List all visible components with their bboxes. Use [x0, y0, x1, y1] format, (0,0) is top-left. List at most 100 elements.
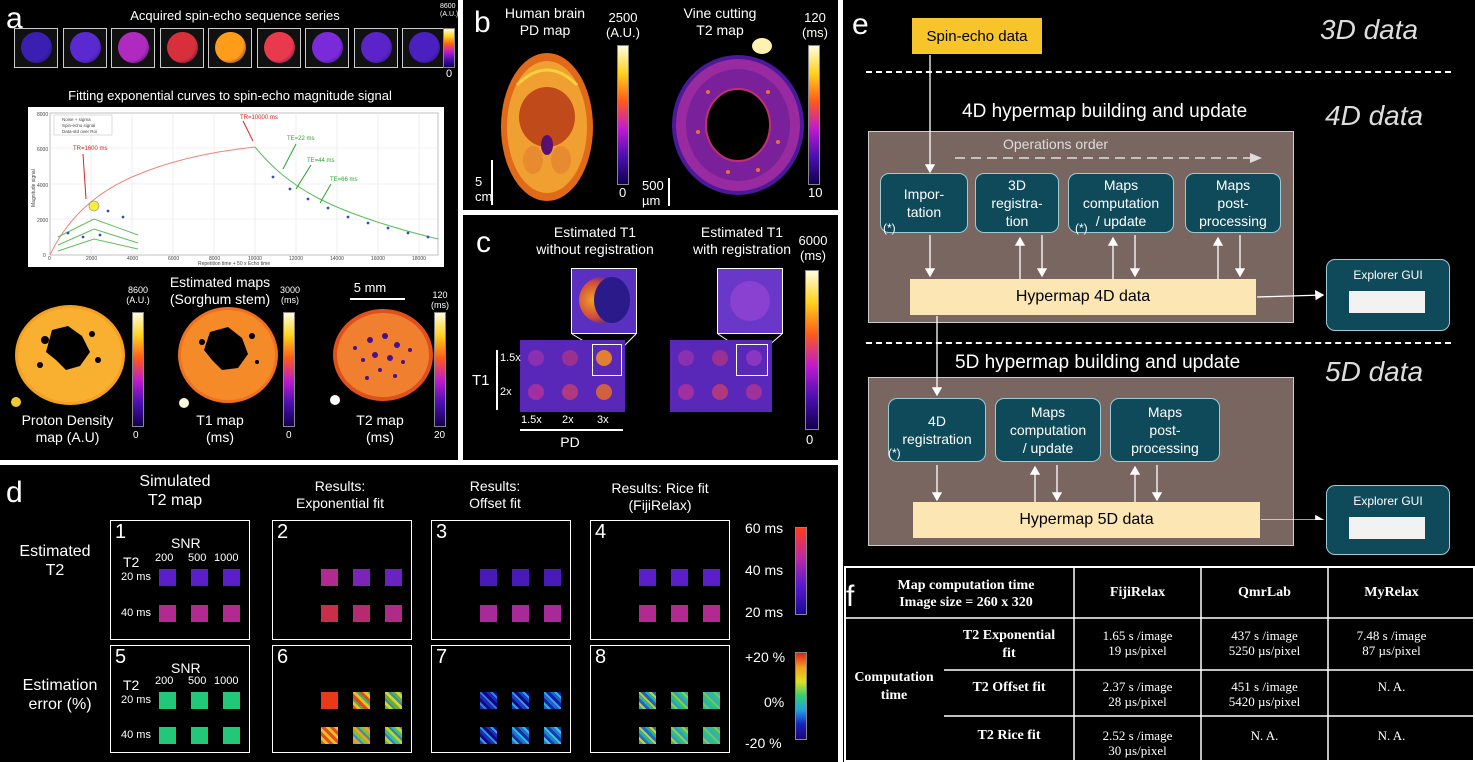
c-right-zoom	[717, 268, 783, 334]
f-table-grid	[844, 566, 1475, 762]
c-pd-tick-0: 1.5x	[521, 414, 542, 426]
c-cbar-top: 6000 (ms)	[798, 233, 828, 263]
e-4d-data: 4D data	[1325, 100, 1424, 131]
d-snr-5-0: 200	[155, 675, 174, 687]
fit-xtick-1: 2000	[86, 256, 97, 262]
e-box-maps-computation-5d: Maps computation / update	[995, 398, 1101, 462]
d-t2-5-0: 20 ms	[121, 694, 151, 706]
c-pd-tick-1: 2x	[562, 414, 574, 426]
pd-cbar-bottom: 0	[133, 430, 139, 441]
t1-map-colorbar	[283, 312, 295, 427]
d-cbar2-2: -20 %	[745, 735, 782, 751]
d-box-number-6: 6	[277, 646, 289, 668]
scale-bar-5mm	[350, 298, 405, 300]
d-box-7: 7	[431, 645, 571, 753]
d-box-number-5: 5	[115, 646, 127, 668]
vine-colorbar	[808, 45, 820, 185]
d-cbar1-1: 40 ms	[745, 562, 784, 578]
e-arrows	[924, 55, 1325, 520]
c-left-zoom	[571, 268, 637, 334]
vine-cbar-bottom: 10	[808, 185, 823, 200]
d-snr-5-2: 1000	[214, 675, 239, 687]
t1-map	[178, 307, 278, 408]
fit-xtick-9: 18000	[412, 256, 426, 262]
d-cbar1-0: 60 ms	[745, 520, 784, 536]
estimated-maps-title: Estimated maps (Sorghum stem)	[169, 274, 271, 307]
d-box-number-1: 1	[115, 521, 127, 543]
d-col-title-3: Results: Rice fit (FijiRelax)	[611, 480, 709, 513]
c-t1-axis: T1	[472, 372, 490, 389]
d-box-number-3: 3	[436, 521, 448, 543]
vine-cbar-top: 120 (ms)	[802, 10, 828, 40]
e-star-4d-registration: (*)	[888, 446, 901, 460]
f-header: Map computation time Image size = 260 x …	[897, 578, 1035, 610]
f-group-label: Computation time	[854, 670, 934, 703]
f-row-2-val-0: 2.52 s /image 30 µs/pixel	[1102, 728, 1173, 758]
spin-echo-thumb-8	[353, 28, 398, 68]
fit-ytick-1: 6000	[37, 147, 48, 153]
e-hypermap-5d: Hypermap 5D data	[913, 502, 1260, 538]
c-left-title: Estimated T1 without registration	[536, 224, 654, 257]
fit-ylabel: Magnitude signal	[31, 169, 37, 207]
d-cbar2-1: 0%	[764, 694, 785, 710]
fit-ytick-2: 4000	[37, 183, 48, 189]
d-col-title-0: Simulated T2 map	[139, 473, 211, 509]
f-row-0-val-2: 7.48 s /image 87 µs/pixel	[1356, 628, 1427, 658]
panel-a-series-cbar-top: 8600 (A.U.)	[440, 3, 459, 18]
spin-echo-box: Spin-echo data	[912, 18, 1042, 54]
t2-map-label: T2 map (ms)	[356, 412, 404, 445]
fit-ytick-0: 8000	[37, 112, 48, 118]
c-colorbar	[805, 270, 819, 430]
d-snr-label-5: SNR	[171, 660, 201, 676]
separator-b-c	[463, 210, 838, 215]
f-row-0-val-0: 1.65 s /image 19 µs/pixel	[1102, 628, 1173, 658]
fit-legend-2: Data-std over Roi	[62, 129, 97, 134]
d-box-1: 1 SNR 200 500 1000 T2 20 ms 40 ms	[110, 520, 250, 640]
t1-map-label: T1 map (ms)	[196, 412, 244, 445]
fit-title: Fitting exponential curves to spin-echo …	[68, 88, 392, 103]
spin-echo-thumb-9	[402, 28, 446, 68]
d-t2-label-1: T2	[123, 554, 140, 570]
d-colorbar-t2	[795, 527, 807, 615]
brain-cbar-bottom: 0	[619, 185, 627, 200]
vine-scale-bar	[668, 178, 670, 206]
panel-a-title: Acquired spin-echo sequence series	[130, 8, 340, 23]
d-snr-5-1: 500	[188, 675, 207, 687]
fit-xtick-3: 6000	[168, 256, 179, 262]
fit-ytick-4: 0	[43, 253, 46, 259]
f-row-1-val-2: N. A.	[1377, 679, 1406, 694]
brain-scale-label: 5 cm	[475, 174, 493, 204]
e-box-maps-computation-4d: Maps computation / update	[1068, 173, 1174, 233]
d-box-8: 8	[590, 645, 730, 753]
pd-map	[11, 305, 125, 407]
f-row-2-val-1: N. A.	[1250, 728, 1279, 743]
f-row-1-label: T2 Offset fit	[972, 680, 1046, 695]
f-table	[844, 566, 1475, 762]
brain-colorbar	[617, 45, 629, 185]
d-box-5: 5 SNR 200 500 1000 T2 20 ms 40 ms	[110, 645, 250, 753]
t1-cbar-top: 3000 (ms)	[279, 285, 301, 305]
scale-5mm: 5 mm	[353, 280, 387, 295]
c-right-title: Estimated T1 with registration	[692, 224, 792, 257]
fit-legend-0: Noise + sigma	[62, 117, 91, 122]
t2-map	[330, 309, 433, 405]
e-star-maps-4d: (*)	[1075, 221, 1088, 235]
c-pd-axis: PD	[560, 434, 580, 450]
f-col-0: FijiRelax	[1109, 585, 1166, 600]
e-dash-2	[866, 342, 1451, 344]
d-t2-label-5: T2	[123, 677, 140, 693]
d-snr-label-1: SNR	[171, 535, 201, 551]
panel-letter-b: b	[474, 6, 491, 39]
fit-annot-tr1600: TR=1600 ms	[73, 146, 108, 152]
e-box-importation: Impor- tation	[880, 173, 968, 233]
t2-map-colorbar	[434, 312, 446, 427]
fit-chart: Noise + sigma Spin-echo signal Data-std …	[28, 107, 444, 267]
f-row-0-label: T2 Exponential fit	[962, 628, 1056, 661]
fit-annot-tr10000: TR=10000 ms	[240, 115, 278, 121]
t2-cbar-bottom: 20	[434, 430, 446, 441]
spin-echo-thumb-5	[208, 28, 252, 68]
fit-xtick-0: 0	[48, 256, 51, 262]
spin-echo-thumb-1	[14, 28, 58, 68]
e-explorer-gui-4d: Explorer GUI	[1326, 259, 1450, 331]
f-col-1: QmrLab	[1238, 585, 1291, 600]
